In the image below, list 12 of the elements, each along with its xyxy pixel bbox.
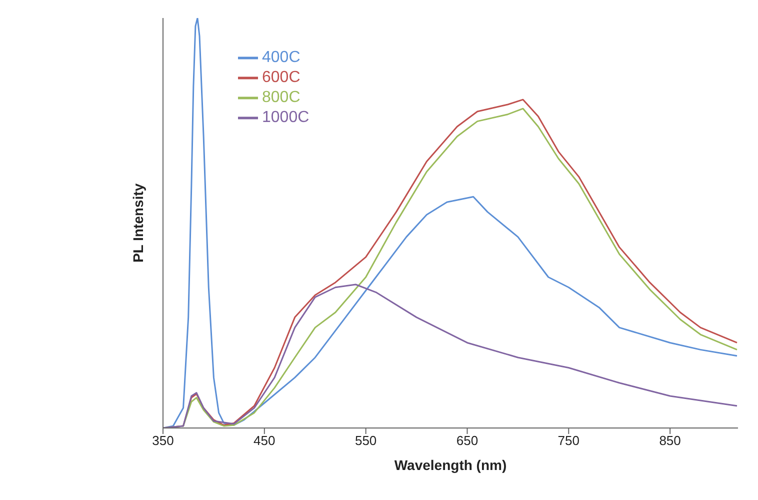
x-axis-title: Wavelength (nm) [394, 457, 507, 473]
x-tick-label: 750 [558, 433, 580, 448]
y-axis-title: PL Intensity [130, 183, 146, 263]
x-tick-label: 550 [354, 433, 377, 448]
x-tick-label: 350 [152, 433, 174, 448]
x-tick-label: 450 [254, 433, 276, 448]
x-tick-label: 850 [659, 433, 681, 448]
legend-label: 800C [262, 89, 300, 106]
legend-label: 400C [262, 49, 300, 66]
legend-label: 1000C [262, 109, 310, 126]
x-tick-label: 650 [456, 433, 478, 448]
legend-label: 600C [262, 69, 300, 86]
